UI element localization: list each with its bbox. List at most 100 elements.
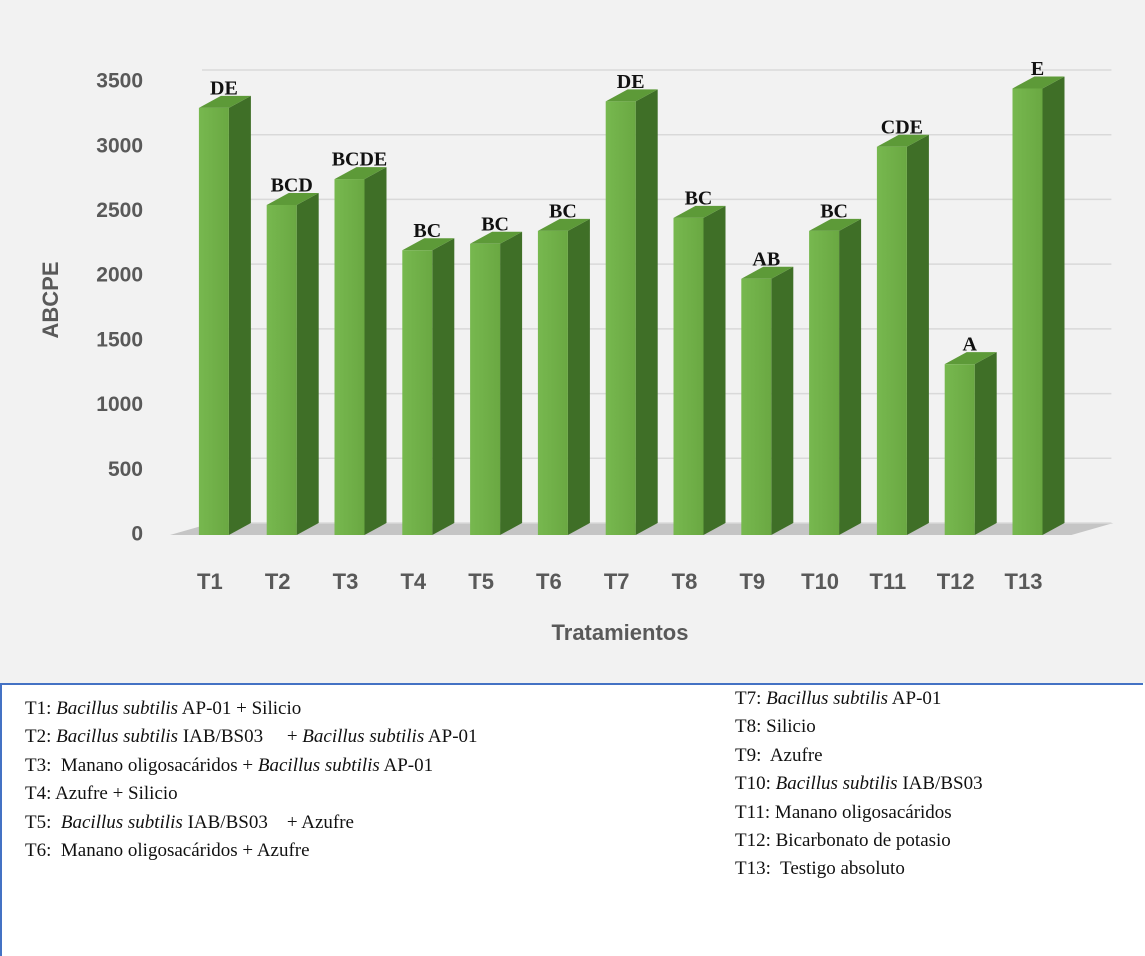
legend-text: Bacillus subtilis bbox=[60, 811, 183, 833]
bar-front bbox=[605, 101, 636, 536]
bar-top bbox=[673, 205, 726, 218]
x-tick-label: T7 bbox=[604, 569, 630, 594]
legend-box: T1: Bacillus subtilis AP-01 + Silicio T2:… bbox=[0, 683, 1143, 956]
legend-left: T1: Bacillus subtilis AP-01 + Silicio T2:… bbox=[25, 695, 478, 865]
legend-text: T12: Bicarbonato de potasio bbox=[735, 829, 951, 851]
x-tick-label: T5 bbox=[468, 569, 494, 594]
legend-item: T1: Bacillus subtilis AP-01 + Silicio bbox=[25, 695, 478, 723]
bar-top bbox=[741, 266, 794, 279]
y-tick-label: 1000 bbox=[96, 393, 143, 416]
bar-top bbox=[334, 167, 387, 180]
significance-letter: BC bbox=[549, 200, 577, 222]
y-tick-label: 1500 bbox=[96, 328, 143, 351]
legend-item: T13: Testigo absoluto bbox=[735, 855, 983, 883]
bar bbox=[944, 352, 997, 535]
legend-text: T10: bbox=[735, 773, 776, 795]
significance-letter: BCDE bbox=[332, 149, 388, 171]
bar-front bbox=[537, 230, 568, 536]
x-tick-label: T13 bbox=[1005, 569, 1043, 594]
legend-text: AP-01 bbox=[424, 726, 478, 748]
legend-right: T7: Bacillus subtilis AP-01 T8: Silicio T9… bbox=[735, 685, 983, 884]
bar-top bbox=[266, 192, 319, 205]
x-tick-label: T9 bbox=[739, 569, 765, 594]
legend-text: IAB/BS03 + bbox=[178, 726, 303, 748]
significance-letter: BC bbox=[413, 220, 441, 242]
bar bbox=[266, 192, 319, 535]
significance-letter: BC bbox=[685, 187, 713, 209]
bar-top bbox=[1012, 76, 1065, 89]
bar-front bbox=[266, 204, 297, 535]
significance-letter: E bbox=[1031, 58, 1044, 80]
bar-front bbox=[673, 217, 704, 535]
legend-item: T9: Azufre bbox=[735, 742, 983, 770]
significance-letter: BC bbox=[820, 200, 848, 222]
legend-text: Bacillus subtilis bbox=[302, 726, 425, 748]
bar-side bbox=[974, 352, 997, 535]
bar bbox=[741, 266, 794, 535]
bar-front bbox=[876, 146, 907, 535]
bar-side bbox=[771, 266, 794, 535]
bar-side bbox=[228, 95, 251, 535]
bar-side bbox=[703, 205, 726, 535]
legend-text: Bacillus subtilis bbox=[56, 726, 179, 748]
bar-top bbox=[876, 134, 929, 147]
legend-text: Bacillus subtilis bbox=[257, 754, 380, 776]
x-tick-label: T6 bbox=[536, 569, 562, 594]
legend-item: T4: Azufre + Silicio bbox=[25, 780, 478, 808]
legend-text: AP-01 + Silicio bbox=[178, 698, 302, 719]
bar bbox=[876, 134, 929, 535]
legend-item: T2: Bacillus subtilis IAB/BS03 + Bacillu… bbox=[25, 723, 478, 751]
y-tick-label: 500 bbox=[108, 458, 143, 481]
bar-top bbox=[605, 89, 658, 102]
bar bbox=[605, 89, 658, 536]
significance-letter: BC bbox=[481, 213, 509, 235]
legend-item: T3: Manano oligosacáridos + Bacillus sub… bbox=[25, 752, 478, 780]
bar-front bbox=[944, 364, 975, 535]
legend-text: T9: Azufre bbox=[735, 744, 823, 766]
legend-text: IAB/BS03 bbox=[897, 773, 983, 795]
legend-text: T13: Testigo absoluto bbox=[735, 858, 905, 880]
x-tick-label: T1 bbox=[197, 569, 223, 594]
significance-letter: DE bbox=[617, 71, 645, 93]
significance-letter: BCD bbox=[271, 175, 313, 197]
legend-item: T6: Manano oligosacáridos + Azufre bbox=[25, 837, 478, 865]
y-tick-label: 3000 bbox=[96, 134, 143, 157]
legend-text: T1: bbox=[25, 698, 57, 719]
legend-item: T7: Bacillus subtilis AP-01 bbox=[735, 685, 983, 713]
bar-top bbox=[198, 95, 251, 108]
bar-side bbox=[500, 231, 523, 536]
bar-side bbox=[296, 192, 319, 535]
bar-side bbox=[635, 89, 658, 536]
bar bbox=[537, 218, 590, 536]
bar-front bbox=[741, 278, 772, 535]
x-tick-label: T2 bbox=[265, 569, 291, 594]
bar bbox=[673, 205, 726, 535]
significance-letter: CDE bbox=[881, 116, 923, 138]
legend-text: T4: Azufre + Silicio bbox=[25, 783, 178, 805]
bar-front bbox=[1012, 88, 1043, 535]
legend-item: T10: Bacillus subtilis IAB/BS03 bbox=[735, 770, 983, 798]
y-tick-label: 0 bbox=[131, 523, 143, 546]
significance-letter: DE bbox=[210, 77, 238, 99]
bar bbox=[1012, 76, 1065, 535]
bar-top bbox=[470, 231, 523, 244]
legend-text: T2: bbox=[25, 726, 57, 748]
bar-top bbox=[944, 352, 997, 365]
bar-top bbox=[809, 218, 862, 231]
bar-front bbox=[198, 107, 229, 535]
y-tick-label: 2500 bbox=[96, 199, 143, 222]
legend-text: Bacillus subtilis bbox=[775, 773, 898, 795]
bar bbox=[334, 167, 387, 536]
x-tick-label: T10 bbox=[801, 569, 839, 594]
x-tick-label: T12 bbox=[937, 569, 975, 594]
x-axis-title: Tratamientos bbox=[552, 620, 689, 645]
bar-side bbox=[432, 238, 455, 535]
legend-text: T8: Silicio bbox=[735, 716, 816, 738]
bar-side bbox=[839, 218, 862, 536]
legend-text: AP-01 bbox=[888, 688, 942, 709]
significance-letter: A bbox=[962, 334, 977, 356]
bar-front bbox=[334, 179, 365, 536]
bar bbox=[198, 95, 251, 535]
y-tick-label: 2000 bbox=[96, 264, 143, 287]
